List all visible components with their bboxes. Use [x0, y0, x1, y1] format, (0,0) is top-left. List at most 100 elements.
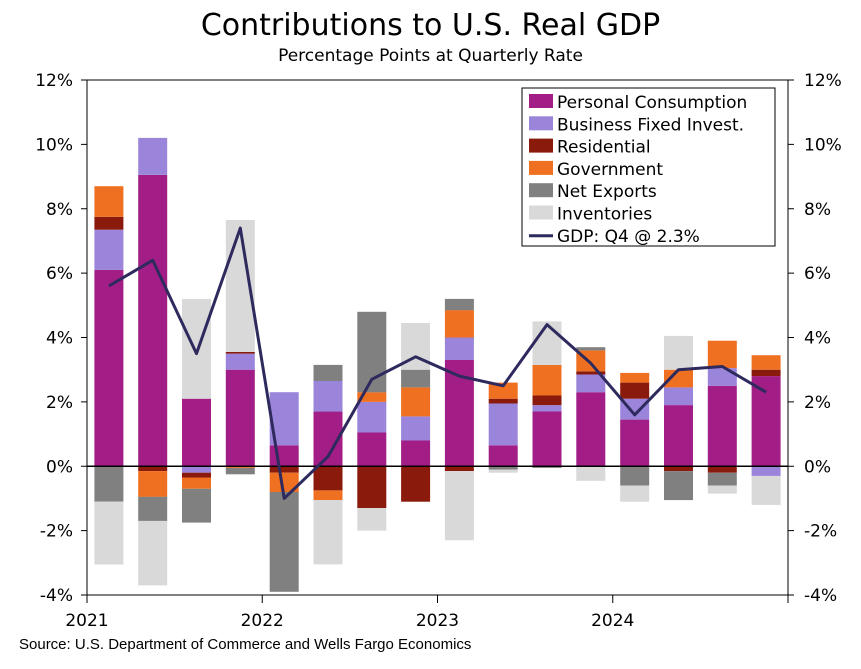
bar-net-exports-2023q3	[532, 466, 562, 468]
y-tick-label-right: 0%	[804, 457, 831, 477]
bar-personal-consumption-2023q3	[532, 411, 562, 467]
bar-inventories-2021q2	[138, 521, 168, 586]
bar-residential-2022q3	[357, 466, 387, 509]
bar-personal-consumption-2022q4	[401, 440, 431, 467]
y-tick-label-left: -2%	[40, 522, 73, 542]
bar-business-fixed-invest-2022q3	[357, 401, 387, 433]
y-tick-label-right: 6%	[804, 264, 831, 284]
bar-residential-2022q1	[269, 466, 299, 473]
bar-inventories-2022q3	[357, 508, 387, 531]
bar-net-exports-2023q4	[576, 347, 606, 351]
bar-net-exports-2024q2	[664, 471, 693, 501]
legend-swatch-personal-consumption	[529, 94, 553, 108]
bar-net-exports-2022q1	[269, 492, 299, 592]
y-tick-label-left: 12%	[35, 71, 73, 91]
x-tick-label-2022: 2022	[241, 611, 284, 631]
chart-title: Contributions to U.S. Real GDP	[200, 8, 661, 43]
bar-personal-consumption-2021q3	[182, 398, 211, 467]
bar-residential-2024q2	[664, 466, 693, 472]
bar-inventories-2023q2	[488, 469, 518, 473]
bar-government-2023q1	[444, 310, 474, 338]
bar-net-exports-2023q2	[488, 466, 518, 470]
bar-personal-consumption-2024q4	[751, 376, 781, 467]
y-tick-label-left: 0%	[46, 457, 73, 477]
bar-residential-2023q3	[532, 395, 562, 406]
y-tick-label-right: 2%	[804, 393, 831, 413]
bar-residential-2024q1	[620, 382, 650, 399]
bar-inventories-2024q3	[707, 485, 737, 494]
bar-residential-2023q4	[576, 371, 606, 375]
bar-government-2022q4	[401, 387, 431, 417]
bar-residential-2021q4	[225, 352, 255, 354]
bar-inventories-2021q3	[182, 298, 211, 399]
bar-government-2021q3	[182, 477, 211, 489]
legend-label-government: Government	[557, 160, 663, 180]
bar-government-2024q4	[751, 355, 781, 370]
bar-business-fixed-invest-2023q1	[444, 337, 474, 360]
bar-government-2023q3	[532, 364, 562, 396]
bar-government-2021q4	[225, 466, 255, 468]
y-tick-label-left: 4%	[46, 329, 73, 349]
bar-net-exports-2022q4	[401, 369, 431, 388]
bar-layer	[94, 137, 781, 592]
chart-subtitle: Percentage Points at Quarterly Rate	[278, 46, 583, 66]
y-tick-label-right: 8%	[804, 200, 831, 220]
bar-business-fixed-invest-2024q3	[707, 368, 737, 386]
bar-government-2021q1	[94, 186, 124, 217]
bar-government-2021q2	[138, 471, 168, 497]
legend-swatch-net-exports	[529, 183, 553, 198]
legend-label-gdp: GDP: Q4 @ 2.3%	[557, 227, 700, 247]
bar-business-fixed-invest-2022q4	[401, 416, 431, 441]
bar-business-fixed-invest-2023q4	[576, 374, 606, 393]
bar-personal-consumption-2021q1	[94, 269, 124, 467]
gdp-line	[108, 226, 767, 500]
bar-business-fixed-invest-2021q2	[138, 137, 168, 175]
x-tick-label-2024: 2024	[591, 611, 634, 631]
y-tick-label-left: 10%	[35, 135, 73, 155]
bar-business-fixed-invest-2021q4	[225, 353, 255, 370]
y-tick-label-right: -4%	[804, 586, 837, 606]
bar-business-fixed-invest-2024q1	[620, 398, 650, 420]
bar-inventories-2022q2	[313, 500, 343, 565]
bar-government-2024q3	[707, 340, 737, 369]
legend-label-inventories: Inventories	[557, 205, 652, 225]
bar-business-fixed-invest-2023q2	[488, 403, 518, 446]
y-tick-label-right: -2%	[804, 522, 837, 542]
legend-swatch-government	[529, 160, 553, 175]
bar-inventories-2024q4	[751, 475, 781, 505]
legend-label-business-fixed-invest: Business Fixed Invest.	[557, 115, 744, 135]
bar-government-2022q1	[269, 472, 299, 492]
bar-personal-consumption-2023q2	[488, 445, 518, 467]
bar-personal-consumption-2022q1	[269, 445, 299, 467]
bar-inventories-2021q1	[94, 501, 124, 565]
bar-business-fixed-invest-2021q3	[182, 466, 211, 473]
x-tick-label-2021: 2021	[65, 611, 108, 631]
y-tick-label-right: 10%	[804, 135, 842, 155]
bar-business-fixed-invest-2023q3	[532, 405, 562, 412]
bar-inventories-2024q2	[664, 335, 693, 370]
bar-inventories-2023q1	[444, 471, 474, 541]
y-tick-label-left: -4%	[40, 586, 73, 606]
bar-business-fixed-invest-2022q2	[313, 381, 343, 412]
y-axis-ticks: 12% 12% 10% 10% 8% 8% 6% 6% 4% 4% 2% 2% 0% 0% -2% -2% -4…	[35, 71, 842, 606]
bar-government-2024q1	[620, 372, 650, 383]
bar-net-exports-2022q2	[313, 364, 343, 381]
bar-personal-consumption-2024q2	[664, 405, 693, 467]
bar-net-exports-2021q2	[138, 496, 168, 521]
bar-personal-consumption-2024q1	[620, 419, 650, 467]
y-tick-label-left: 8%	[46, 200, 73, 220]
bar-personal-consumption-2022q3	[357, 432, 387, 467]
x-tick-label-2023: 2023	[416, 611, 459, 631]
bar-personal-consumption-2021q2	[138, 175, 168, 467]
bar-net-exports-2021q3	[182, 488, 211, 523]
x-axis-ticks: 2021 2022 2023 2024	[65, 595, 789, 631]
source-note: Source: U.S. Department of Commerce and …	[19, 636, 472, 653]
bar-government-2023q2	[488, 382, 518, 399]
bar-residential-2022q4	[401, 466, 431, 502]
legend-swatch-inventories	[529, 205, 553, 220]
bar-business-fixed-invest-2024q2	[664, 387, 693, 406]
bar-business-fixed-invest-2021q1	[94, 229, 124, 270]
bar-government-2022q3	[357, 392, 387, 402]
bar-personal-consumption-2023q4	[576, 392, 606, 467]
y-tick-label-right: 12%	[804, 71, 842, 91]
